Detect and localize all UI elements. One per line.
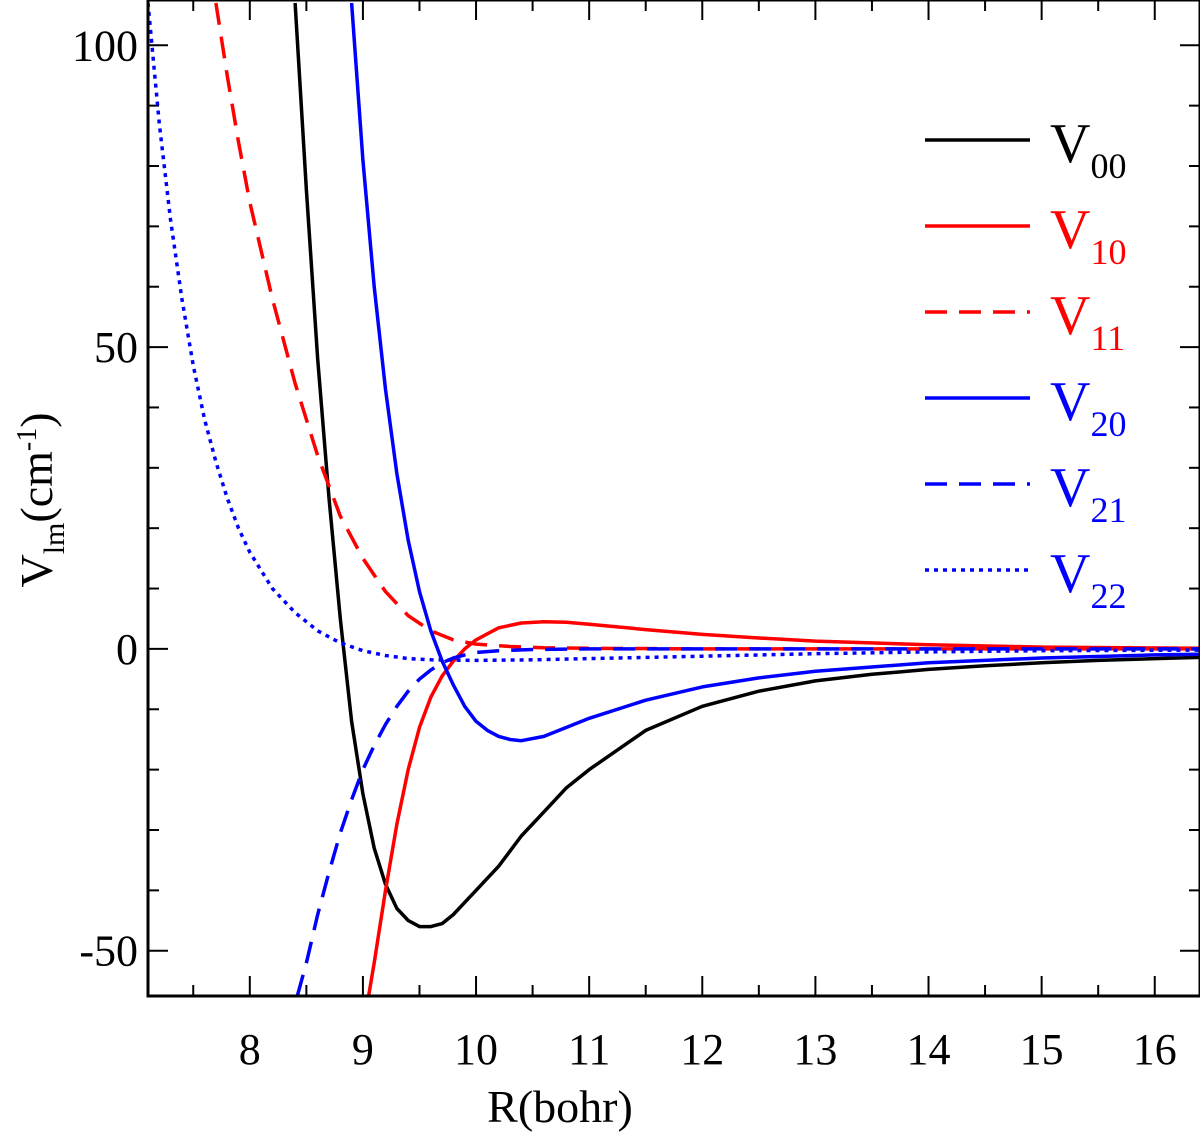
legend-label-V00: V00 bbox=[1050, 113, 1126, 186]
series-line-V10 bbox=[366, 619, 1200, 996]
svg-text:Vlm(cm-1): Vlm(cm-1) bbox=[11, 412, 71, 587]
y-tick-label: -50 bbox=[79, 927, 138, 976]
y-label-unit-prefix: (cm bbox=[11, 451, 62, 523]
y-tick-label: 0 bbox=[116, 625, 138, 674]
legend-label-V10: V10 bbox=[1050, 199, 1126, 272]
series-line-V21 bbox=[295, 647, 1200, 996]
x-tick-labels: 8 9 10 11 12 13 14 15 16 bbox=[239, 1025, 1177, 1074]
series-line-V00 bbox=[293, 2, 1200, 929]
x-tick-label: 13 bbox=[793, 1025, 837, 1074]
y-label-sub: lm bbox=[38, 523, 71, 555]
y-label-unit-sup: -1 bbox=[12, 428, 43, 451]
x-tick-label: 8 bbox=[239, 1025, 261, 1074]
legend-label-V20: V20 bbox=[1050, 371, 1126, 444]
legend-label-V11: V11 bbox=[1050, 285, 1125, 358]
y-tick-labels: -50 0 50 100 bbox=[72, 21, 138, 975]
series-group bbox=[148, 2, 1200, 996]
plot-frame bbox=[146, 0, 1200, 998]
x-tick-label: 15 bbox=[1020, 1025, 1064, 1074]
y-tick-label: 50 bbox=[94, 323, 138, 372]
series-line-V22 bbox=[148, 2, 1200, 663]
y-label-unit-suffix: ) bbox=[11, 412, 62, 427]
series-line-V20 bbox=[349, 2, 1200, 743]
legend-label-V21: V21 bbox=[1050, 457, 1126, 530]
y-tick-label: 100 bbox=[72, 21, 138, 70]
x-tick-label: 16 bbox=[1133, 1025, 1177, 1074]
axes-ticks bbox=[148, 0, 1200, 996]
x-axis-label: R(bohr) bbox=[487, 1081, 633, 1132]
x-tick-label: 10 bbox=[454, 1025, 498, 1074]
x-tick-label: 9 bbox=[352, 1025, 374, 1074]
legend: V00 V10 V11 V20 V21 V22 bbox=[925, 113, 1126, 616]
x-tick-label: 11 bbox=[568, 1025, 610, 1074]
x-tick-label: 14 bbox=[907, 1025, 951, 1074]
legend-label-V22: V22 bbox=[1050, 543, 1126, 616]
x-tick-label: 12 bbox=[680, 1025, 724, 1074]
y-axis-label: Vlm(cm-1) bbox=[11, 412, 71, 587]
y-label-main: V bbox=[11, 554, 62, 587]
